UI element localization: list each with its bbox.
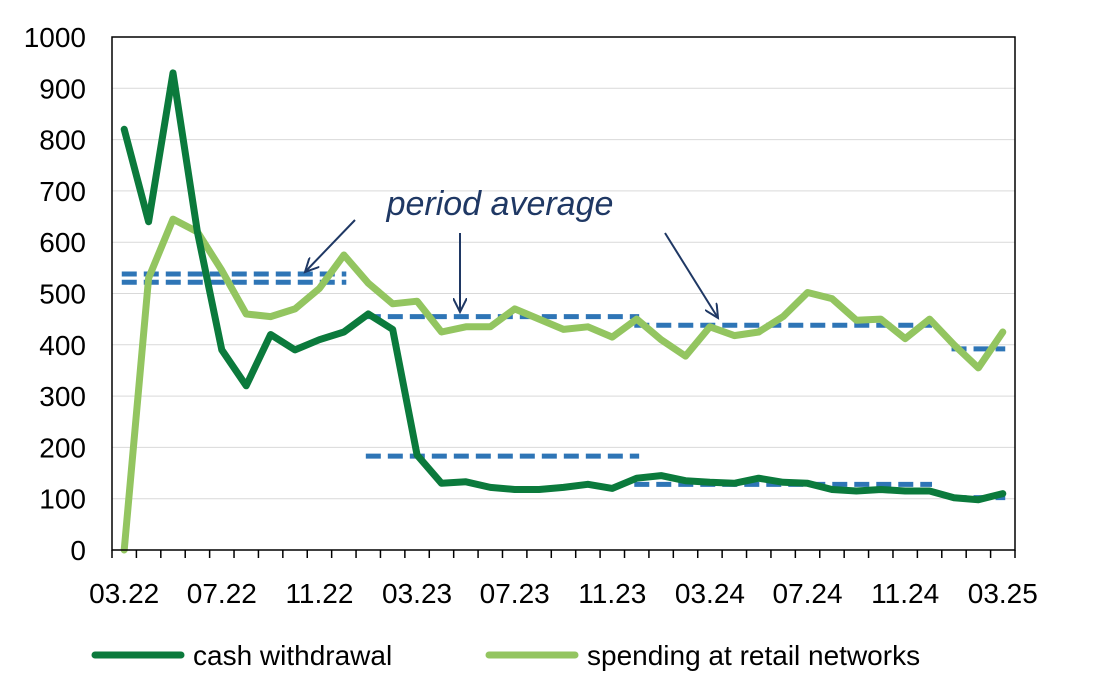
y-tick-label: 100 (39, 484, 86, 515)
series-lines (120, 69, 1007, 554)
x-tick-label: 03.24 (675, 578, 745, 609)
x-tick-label: 07.22 (187, 578, 257, 609)
y-tick-label: 0 (70, 535, 86, 566)
y-tick-label: 1000 (24, 22, 86, 53)
y-tick-label: 600 (39, 227, 86, 258)
x-tick-label: 03.23 (382, 578, 452, 609)
legend-label: spending at retail networks (587, 640, 920, 671)
x-tick-label: 03.22 (89, 578, 159, 609)
annotation-arrow (305, 219, 356, 272)
period-average-lines (121, 271, 1006, 501)
retail-spending-line (120, 215, 1007, 554)
legend: cash withdrawal spending at retail networ… (91, 640, 920, 671)
x-tick-label: 11.22 (285, 578, 353, 609)
y-tick-label: 400 (39, 330, 86, 361)
period-average-annotation: period average (305, 185, 718, 318)
legend-item: spending at retail networks (485, 640, 920, 671)
x-tick-label: 11.23 (578, 578, 646, 609)
y-tick-label: 700 (39, 176, 86, 207)
x-tick-label: 11.24 (871, 578, 939, 609)
legend-label: cash withdrawal (193, 640, 392, 671)
cash-withdrawal-line (120, 69, 1007, 504)
y-tick-label: 300 (39, 381, 86, 412)
y-tick-label: 900 (39, 73, 86, 104)
legend-item: cash withdrawal (91, 640, 392, 671)
x-tick-label: 07.23 (480, 578, 550, 609)
x-tick-label: 07.24 (773, 578, 843, 609)
y-tick-label: 800 (39, 125, 86, 156)
annotation-text: period average (386, 185, 614, 223)
plot-area-frame (111, 36, 1016, 551)
annotation-arrow (664, 232, 718, 318)
y-tick-label: 200 (39, 432, 86, 463)
y-tick-label: 500 (39, 279, 86, 310)
x-axis: 03.22 07.22 11.22 03.23 07.23 11.23 03.24 07.24… (89, 550, 1038, 609)
x-tick-label: 03.25 (968, 578, 1038, 609)
y-axis: 0 100 200 300 400 500 600 700 800 900 1000 (24, 22, 86, 566)
gridlines (112, 87, 1015, 500)
